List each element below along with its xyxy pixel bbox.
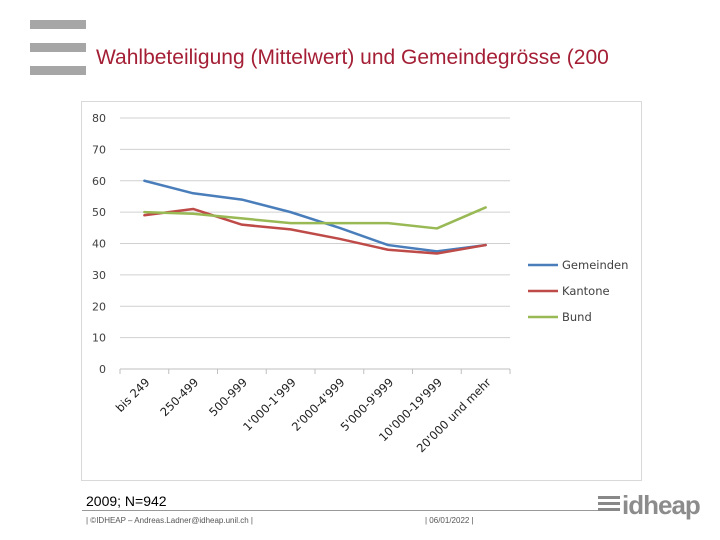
footer-contact: | ©IDHEAP – Andreas.Ladner@idheap.unil.c… bbox=[86, 516, 254, 525]
y-tick-label: 60 bbox=[92, 175, 106, 188]
footer-divider bbox=[82, 510, 612, 511]
series-line-gemeinden bbox=[143, 179, 487, 253]
logo-text: idheap bbox=[622, 490, 701, 520]
series-line-bund bbox=[143, 206, 487, 230]
legend-label-bund: Bund bbox=[562, 310, 592, 324]
y-tick-label: 10 bbox=[92, 332, 106, 345]
logo-bars-icon bbox=[598, 496, 620, 516]
chart-frame: 0 10 20 30 40 50 60 70 80 bis 249 250-499 500-999 1'… bbox=[81, 101, 642, 481]
y-tick-label: 50 bbox=[92, 206, 106, 219]
slide-title: Wahlbeteiligung (Mittelwert) und Gemeind… bbox=[96, 46, 609, 69]
footer-date: | 06/01/2022 | bbox=[425, 516, 474, 525]
y-tick-label: 70 bbox=[92, 143, 106, 156]
y-tick-label: 20 bbox=[92, 300, 106, 313]
y-tick-label: 80 bbox=[92, 112, 106, 125]
x-tick-label: 500-999 bbox=[206, 375, 250, 419]
legend-label-gemeinden: Gemeinden bbox=[562, 258, 628, 272]
y-tick-label: 40 bbox=[92, 238, 106, 251]
legend-label-kantone: Kantone bbox=[562, 284, 610, 298]
y-tick-label: 0 bbox=[99, 363, 106, 376]
y-tick-label: 30 bbox=[92, 269, 106, 282]
source-note: 2009; N=942 bbox=[86, 493, 167, 509]
x-tick-label: bis 249 bbox=[113, 375, 153, 415]
x-tick-label: 250-499 bbox=[157, 375, 201, 419]
series-line-kantone bbox=[143, 207, 487, 255]
menu-bars-icon bbox=[30, 20, 86, 76]
idheap-logo: idheap bbox=[598, 490, 708, 524]
